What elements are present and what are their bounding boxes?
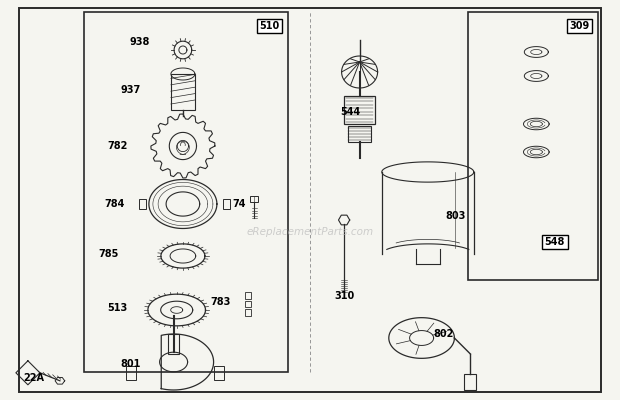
Text: 510: 510 <box>260 21 280 31</box>
Bar <box>139 199 146 209</box>
Bar <box>468 12 598 280</box>
Text: 544: 544 <box>340 107 360 117</box>
Text: 74: 74 <box>232 199 246 209</box>
Bar <box>214 366 224 380</box>
Text: 803: 803 <box>446 211 466 221</box>
Text: eReplacementParts.com: eReplacementParts.com <box>246 227 374 237</box>
Text: 548: 548 <box>545 237 565 247</box>
Text: 937: 937 <box>120 85 140 95</box>
Text: 22A: 22A <box>24 373 45 383</box>
Bar <box>168 334 179 354</box>
Text: 801: 801 <box>120 359 140 369</box>
Bar <box>84 12 288 372</box>
Text: 513: 513 <box>108 303 128 313</box>
Bar <box>245 301 251 307</box>
Text: 310: 310 <box>334 291 354 301</box>
Bar <box>348 126 371 142</box>
Text: 938: 938 <box>130 37 149 47</box>
Bar <box>344 96 375 124</box>
Text: 784: 784 <box>105 199 125 209</box>
Text: 785: 785 <box>99 249 118 259</box>
Text: 783: 783 <box>210 297 230 307</box>
Bar <box>223 199 231 209</box>
Bar <box>250 196 258 202</box>
Bar <box>126 366 136 380</box>
Text: 802: 802 <box>433 329 453 339</box>
Bar <box>464 374 476 390</box>
Bar <box>245 310 251 316</box>
Text: 782: 782 <box>108 141 128 151</box>
Bar <box>171 74 195 110</box>
Bar <box>245 292 251 298</box>
Text: 309: 309 <box>570 21 590 31</box>
